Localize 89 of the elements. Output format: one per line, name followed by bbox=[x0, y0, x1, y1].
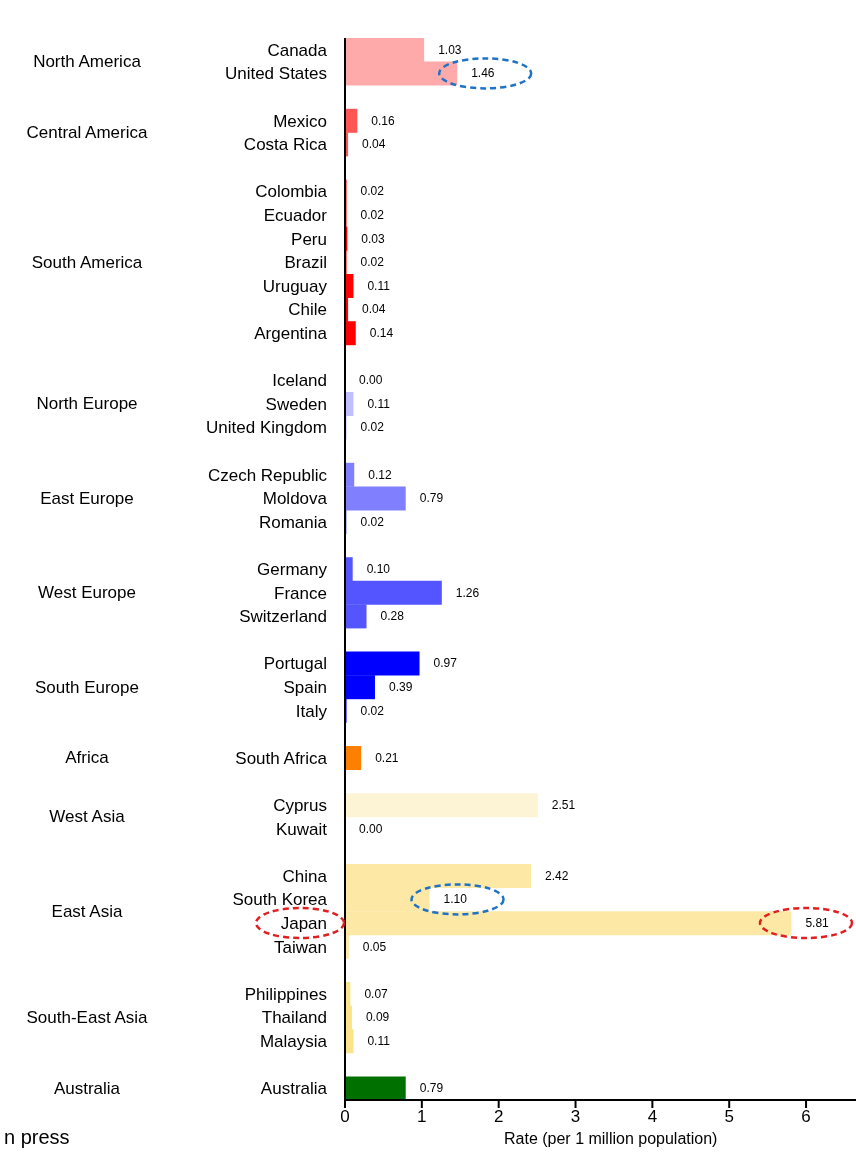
data-label: 0.79 bbox=[419, 1081, 444, 1096]
text: East Europe bbox=[40, 488, 134, 508]
text: North Europe bbox=[36, 394, 138, 414]
data-label: 0.02 bbox=[360, 208, 385, 222]
y-tick-label: United States bbox=[224, 64, 327, 84]
x-tick-label: 5 bbox=[724, 1107, 734, 1127]
data-label: 0.28 bbox=[380, 609, 405, 624]
y-tick-label: Colombia bbox=[255, 182, 328, 202]
y-tick-label: Australia bbox=[260, 1079, 328, 1099]
data-label: 1.46 bbox=[471, 66, 495, 81]
data-label: 0.11 bbox=[367, 396, 391, 411]
data-label: 2.42 bbox=[544, 868, 569, 883]
data-label: 0.12 bbox=[368, 467, 392, 482]
y-tick-label: Kuwait bbox=[275, 819, 328, 839]
data-label: 0.14 bbox=[369, 326, 394, 340]
y-tick-label: Italy bbox=[295, 701, 328, 721]
y-tick-label: Sweden bbox=[265, 394, 327, 414]
data-label: 0.02 bbox=[360, 420, 385, 435]
y-tick-label: Cyprus bbox=[273, 796, 327, 816]
data-label: 1.03 bbox=[438, 42, 462, 57]
y-tick-label: Czech Republic bbox=[207, 465, 328, 485]
text: n press bbox=[4, 1126, 70, 1148]
x-tick-label: 4 bbox=[647, 1107, 658, 1127]
x-tick-label: 2 bbox=[493, 1107, 504, 1127]
y-tick-label: Philippines bbox=[244, 984, 327, 1004]
y-tick-label: Taiwan bbox=[274, 937, 327, 957]
y-tick-label: Iceland bbox=[272, 371, 327, 391]
y-tick-label: Peru bbox=[291, 229, 327, 249]
data-label: 0.02 bbox=[360, 184, 385, 199]
text: West Europe bbox=[38, 583, 136, 603]
data-label: 0.79 bbox=[419, 491, 444, 506]
data-label: 0.02 bbox=[360, 703, 385, 718]
y-tick-label: South Africa bbox=[235, 748, 328, 768]
data-label: 0.04 bbox=[362, 137, 386, 152]
text: South Europe bbox=[35, 677, 139, 697]
y-tick-label: Canada bbox=[267, 40, 328, 60]
y-tick-label: Costa Rica bbox=[243, 135, 328, 155]
data-label: 0.16 bbox=[371, 113, 395, 128]
y-tick-label: Uruguay bbox=[262, 276, 328, 296]
y-tick-label: Ecuador bbox=[263, 206, 328, 226]
x-tick-label: 1 bbox=[417, 1107, 427, 1127]
y-tick-label: Thailand bbox=[261, 1008, 327, 1028]
data-label: 0.05 bbox=[362, 939, 387, 954]
text: South-East Asia bbox=[26, 1007, 149, 1027]
text: Africa bbox=[65, 748, 110, 768]
y-tick-label: Japan bbox=[280, 914, 327, 934]
text: Australia bbox=[53, 1078, 121, 1098]
y-tick-label: Portugal bbox=[263, 654, 327, 674]
x-axis-title: Rate (per 1 million population) bbox=[503, 1130, 718, 1147]
y-tick-label: France bbox=[274, 583, 327, 603]
text: South America bbox=[31, 252, 143, 272]
y-tick-label: Switzerland bbox=[239, 607, 327, 627]
data-label: 5.81 bbox=[805, 916, 830, 930]
data-label: 0.97 bbox=[433, 656, 458, 671]
data-label: 0.02 bbox=[360, 514, 385, 529]
data-label: 0.02 bbox=[360, 255, 385, 270]
y-tick-label: Spain bbox=[283, 678, 327, 698]
data-label: 0.09 bbox=[365, 1010, 390, 1025]
data-label: 0.11 bbox=[367, 1034, 391, 1048]
data-label: 0.00 bbox=[359, 821, 383, 836]
data-label: 1.10 bbox=[443, 892, 468, 907]
data-label: 0.04 bbox=[362, 302, 386, 317]
y-tick-label: United Kingdom bbox=[206, 418, 327, 438]
data-label: 0.21 bbox=[375, 750, 399, 765]
data-label: 0.03 bbox=[361, 231, 385, 246]
y-tick-label: Malaysia bbox=[259, 1032, 328, 1052]
data-label: 0.11 bbox=[367, 278, 391, 293]
data-label: 1.26 bbox=[455, 585, 480, 600]
data-label: 0.07 bbox=[364, 986, 389, 1001]
text: East Asia bbox=[51, 901, 123, 921]
text: North America bbox=[33, 52, 142, 72]
y-tick-label: China bbox=[282, 866, 328, 886]
y-tick-label: South Korea bbox=[232, 890, 328, 910]
data-label: 0.10 bbox=[366, 562, 391, 576]
text: West Asia bbox=[49, 807, 126, 827]
x-tick-label: 3 bbox=[570, 1107, 581, 1127]
x-tick-label: 6 bbox=[801, 1107, 811, 1127]
x-tick-label: 0 bbox=[340, 1107, 350, 1127]
y-tick-label: Germany bbox=[257, 560, 328, 580]
text: Central America bbox=[26, 122, 149, 142]
y-tick-label: Moldova bbox=[262, 489, 328, 509]
data-label: 2.51 bbox=[551, 798, 576, 812]
y-tick-label: Chile bbox=[288, 300, 327, 320]
data-label: 0.39 bbox=[388, 680, 413, 694]
y-tick-label: Mexico bbox=[273, 111, 327, 131]
y-tick-label: Argentina bbox=[254, 324, 328, 344]
data-label: 0.00 bbox=[359, 373, 383, 388]
y-tick-label: Brazil bbox=[284, 253, 327, 273]
y-tick-label: Romania bbox=[258, 512, 328, 532]
